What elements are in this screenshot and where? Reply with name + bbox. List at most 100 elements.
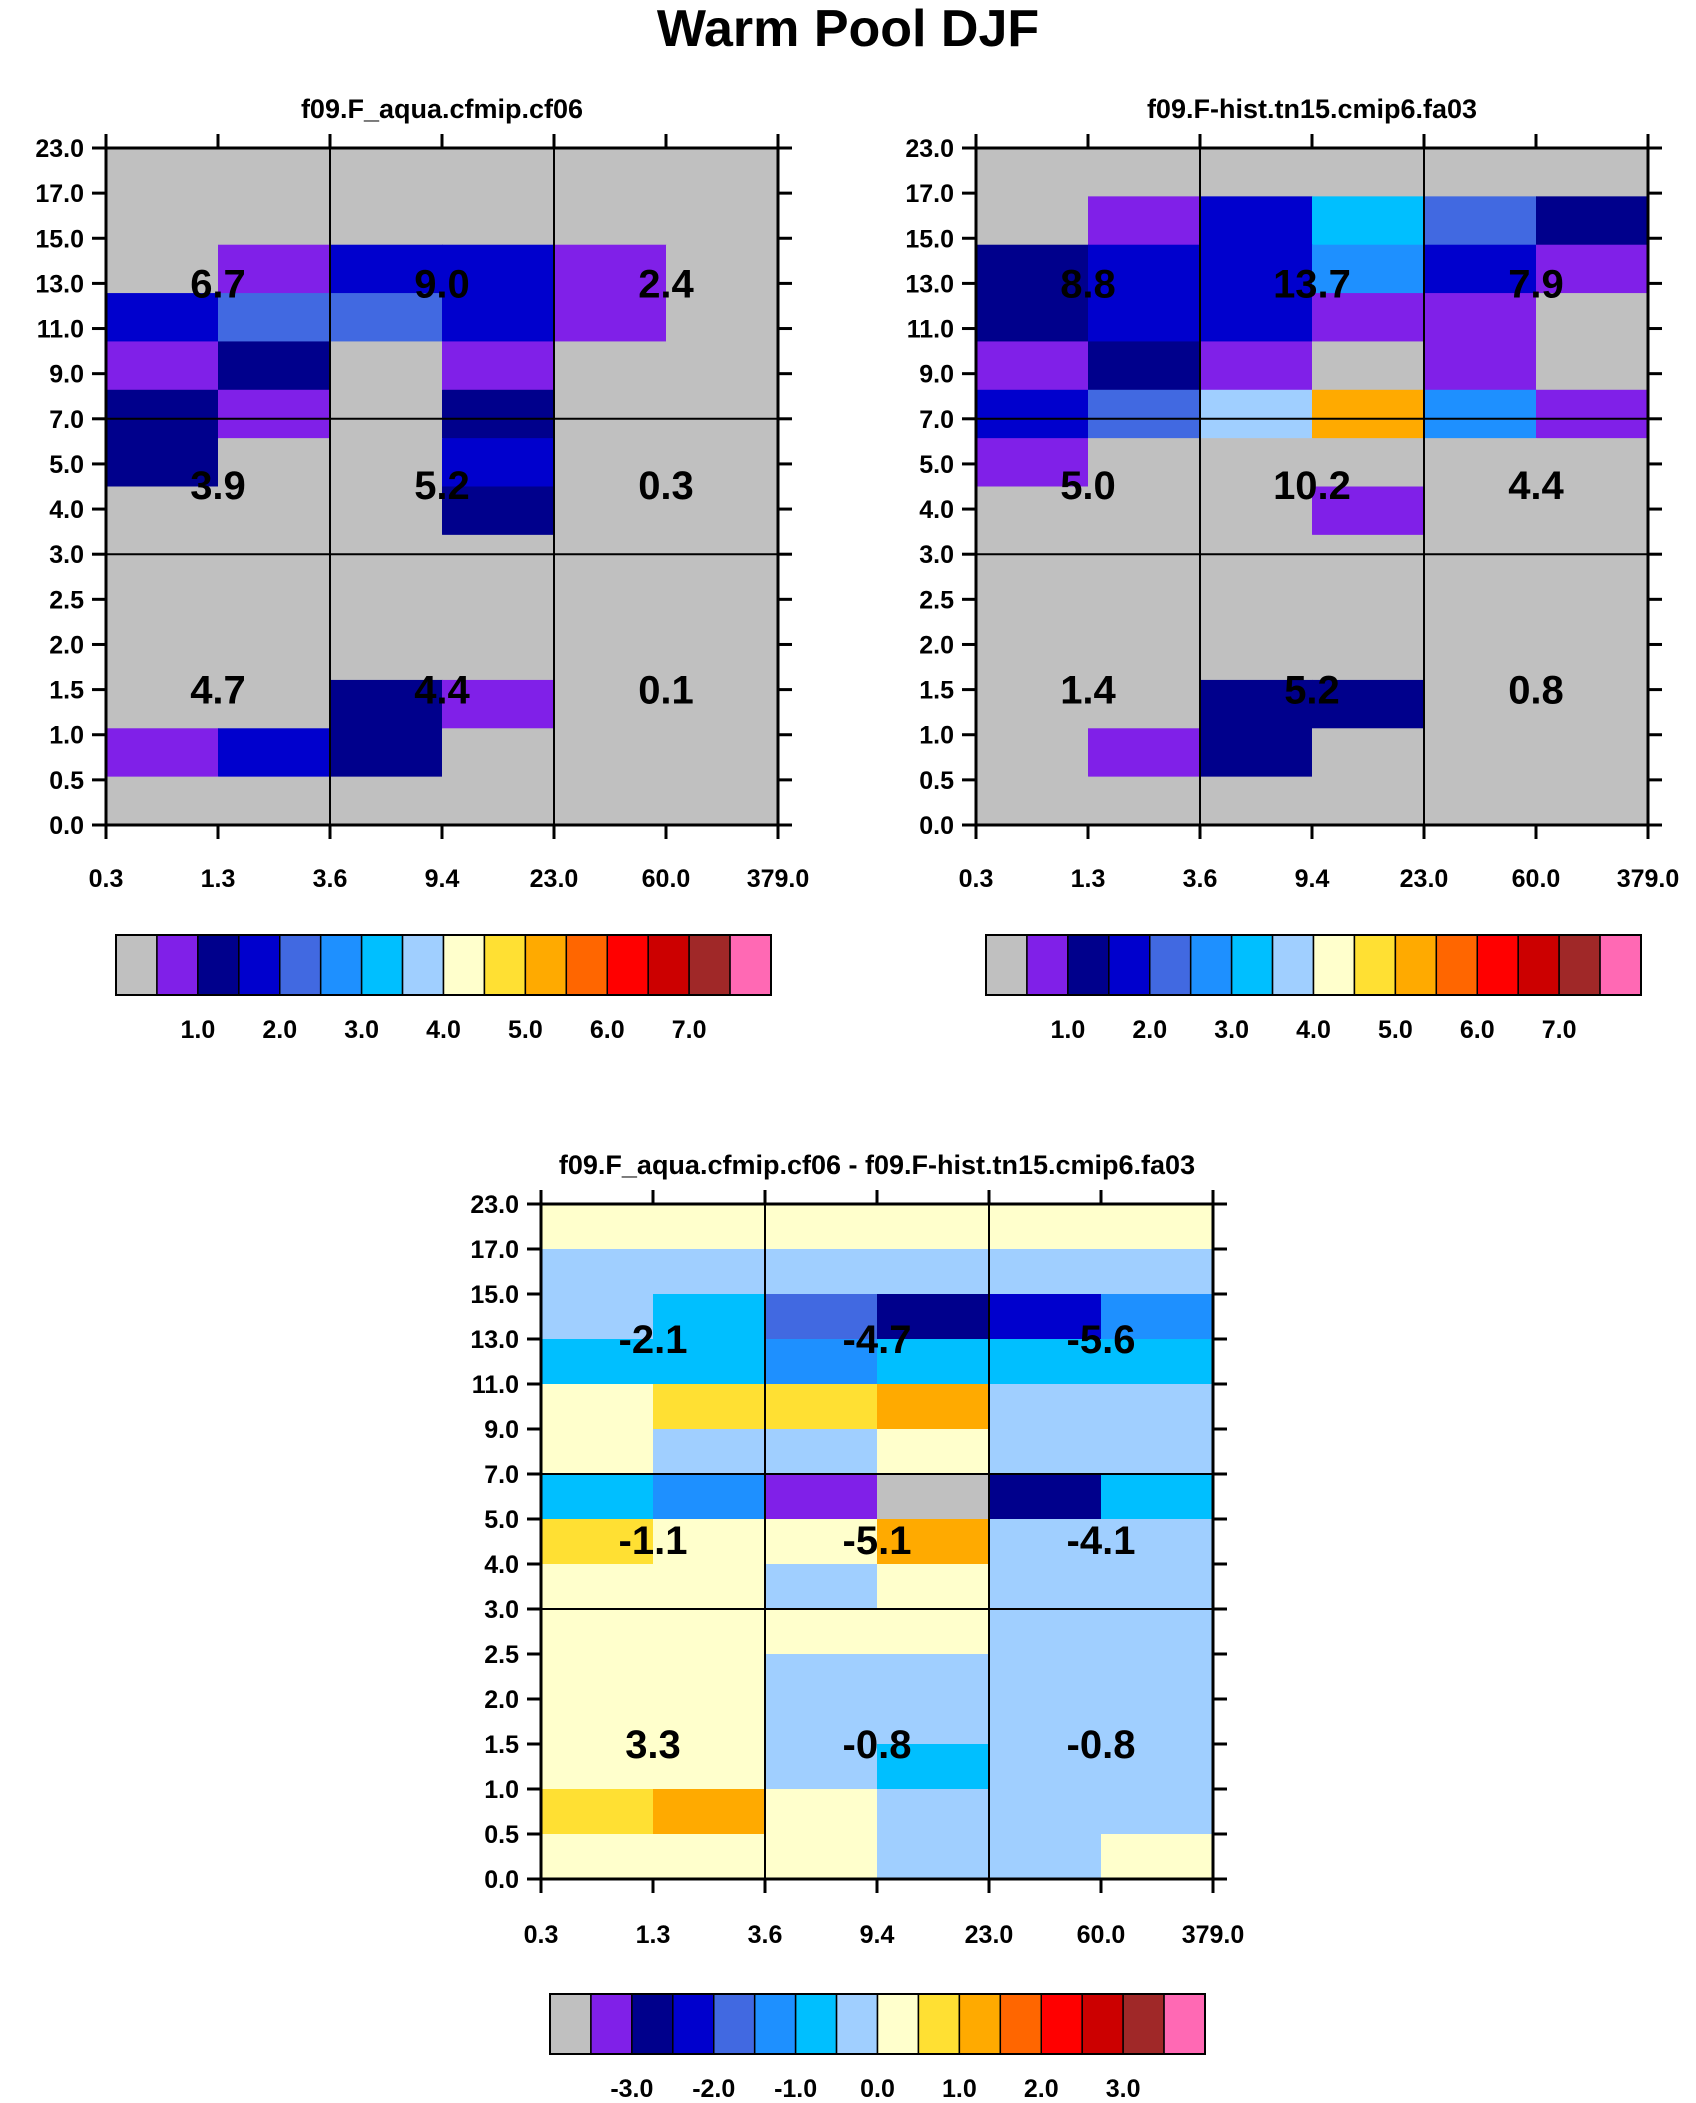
- y-tick-label: 1.0: [49, 722, 84, 750]
- colorbar-swatch: [753, 1993, 797, 2055]
- colorbar-swatch: [1149, 934, 1192, 996]
- heatmap-cell: [1424, 293, 1537, 343]
- heatmap-cell: [218, 631, 331, 681]
- y-tick-label: 23.0: [470, 1191, 519, 1219]
- colorbar-tick-label: 2.0: [262, 1016, 297, 1044]
- heatmap-cell: [989, 1744, 1102, 1790]
- heatmap-cell: [541, 1249, 654, 1295]
- heatmap-cell: [106, 534, 219, 584]
- heatmap-cell: [442, 486, 555, 536]
- x-tick-label: 60.0: [1512, 865, 1561, 893]
- heatmap-cell: [554, 244, 667, 294]
- colorbar-tick-label: 2.0: [1024, 2075, 1059, 2103]
- heatmap-cell: [653, 1834, 766, 1880]
- heatmap-cell: [541, 1474, 654, 1520]
- panel-title: f09.F_aqua.cfmip.cf06 - f09.F-hist.tn15.…: [559, 1150, 1195, 1180]
- heatmap-cell: [330, 728, 443, 778]
- colorbar-swatch: [156, 934, 199, 996]
- heatmap-cell: [653, 1699, 766, 1745]
- x-tick-label: 23.0: [1400, 865, 1449, 893]
- heatmap-cell: [1101, 1654, 1214, 1700]
- colorbar-swatch: [1353, 934, 1397, 996]
- heatmap-cell: [1424, 534, 1537, 584]
- heatmap-cell: [1200, 148, 1313, 197]
- x-tick-label: 23.0: [530, 865, 579, 893]
- y-tick-label: 17.0: [470, 1236, 519, 1264]
- heatmap-cell: [976, 341, 1089, 391]
- colorbar-swatch: [1517, 934, 1560, 996]
- x-tick-label: 379.0: [1182, 1921, 1245, 1949]
- colorbar-swatch: [483, 934, 527, 996]
- colorbar-swatch: [524, 934, 568, 996]
- colorbar-swatch: [1163, 1993, 1206, 2055]
- heatmap-cell: [1200, 631, 1313, 681]
- heatmap-cell: [218, 776, 331, 826]
- y-tick-label: 11.0: [472, 1371, 519, 1399]
- heatmap-cell: [218, 534, 331, 584]
- y-tick-label: 1.0: [919, 722, 954, 750]
- chart-panel-diff: f09.F_aqua.cfmip.cf06 - f09.F-hist.tn15.…: [470, 1150, 1244, 2103]
- x-tick-label: 9.4: [425, 865, 460, 893]
- colorbar-tick-label: -1.0: [774, 2075, 817, 2103]
- colorbar-tick-label: 2.0: [1132, 1016, 1167, 1044]
- block-value-label: 0.8: [1508, 669, 1564, 713]
- heatmap-cell: [989, 1204, 1102, 1250]
- heatmap-cell: [1536, 293, 1649, 343]
- heatmap-cell: [666, 438, 779, 488]
- colorbar-swatch: [1558, 934, 1601, 996]
- heatmap-cell: [1424, 776, 1537, 826]
- chart-panel-hist: f09.F-hist.tn15.cmip6.fa03 0.0 0.5 1.0 1.5 2.…: [905, 94, 1679, 1044]
- heatmap-cell: [976, 438, 1089, 488]
- colorbar-swatch: [401, 934, 445, 996]
- heatmap-cell: [1101, 1519, 1214, 1565]
- y-tick-label: 15.0: [470, 1281, 519, 1309]
- colorbar-swatch: [1026, 934, 1069, 996]
- heatmap-cell: [1312, 341, 1425, 391]
- block-value-label: 10.2: [1273, 464, 1351, 508]
- heatmap-cell: [1424, 583, 1537, 633]
- colorbar-swatch: [1394, 934, 1438, 996]
- x-tick-label: 0.3: [89, 865, 124, 893]
- heatmap-cell: [330, 438, 443, 488]
- heatmap-cell: [989, 1384, 1102, 1430]
- colorbar-swatch: [197, 934, 240, 996]
- heatmap-cell: [653, 1384, 766, 1430]
- colorbar-tick-label: 3.0: [1214, 1016, 1249, 1044]
- heatmap-cell: [106, 148, 219, 197]
- x-tick-label: 3.6: [313, 865, 348, 893]
- heatmap-cell: [1536, 776, 1649, 826]
- heatmap-cell: [1088, 293, 1201, 343]
- colorbar-tick-label: 4.0: [426, 1016, 461, 1044]
- heatmap-cell: [653, 1474, 766, 1520]
- y-tick-label: 1.5: [919, 677, 954, 705]
- heatmap-cell: [106, 486, 219, 536]
- heatmap-cell: [1088, 583, 1201, 633]
- heatmap-cell: [976, 534, 1089, 584]
- heatmap-cell: [877, 1744, 990, 1790]
- heatmap-cell: [106, 728, 219, 778]
- heatmap-cell: [554, 486, 667, 536]
- heatmap-cell: [1424, 679, 1537, 729]
- heatmap-cell: [653, 1204, 766, 1250]
- heatmap-cell: [330, 631, 443, 681]
- heatmap-cell: [765, 1834, 878, 1880]
- heatmap-cell: [666, 631, 779, 681]
- colorbar-tick-label: 5.0: [1378, 1016, 1413, 1044]
- x-tick-label: 3.6: [748, 1921, 783, 1949]
- block-value-label: 0.1: [638, 669, 694, 713]
- block-value-label: 1.4: [1060, 669, 1116, 713]
- heatmap-cell: [765, 1699, 878, 1745]
- colorbar-swatch: [1435, 934, 1478, 996]
- heatmap-cell: [554, 679, 667, 729]
- heatmap-cell: [554, 196, 667, 246]
- heatmap-cell: [1536, 148, 1649, 197]
- y-tick-label: 13.0: [470, 1326, 519, 1354]
- block-value-label: 9.0: [414, 262, 470, 306]
- colorbar-swatch: [1312, 934, 1356, 996]
- block-value-label: 13.7: [1273, 262, 1351, 306]
- heatmap-cell: [1312, 244, 1425, 294]
- heatmap-cell: [976, 583, 1089, 633]
- y-tick-label: 3.0: [49, 541, 84, 569]
- heatmap-cell: [1424, 389, 1537, 439]
- heatmap-cell: [1536, 341, 1649, 391]
